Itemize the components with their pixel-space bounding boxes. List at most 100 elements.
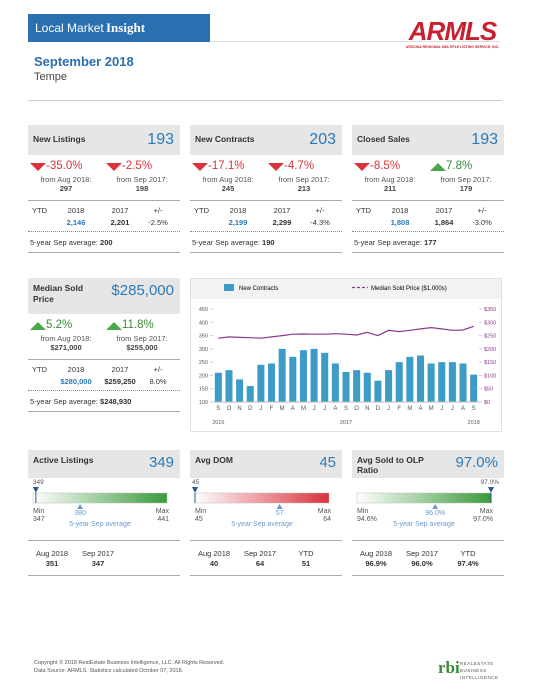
stats-box: Aug 2018 351 Sep 2017 347 xyxy=(28,540,180,576)
x-tick-label: S xyxy=(344,406,348,412)
x-tick-label: M xyxy=(407,406,412,412)
change-pct: 5.2% xyxy=(46,319,73,331)
bar xyxy=(342,371,350,402)
avg-marker xyxy=(77,504,84,509)
stat-card: Median Sold Price $285,000 5.2% from Aug 20… xyxy=(28,278,180,414)
change-base: 245 xyxy=(221,184,235,193)
legend-label: New Contracts xyxy=(239,286,278,292)
max-value: 64 xyxy=(323,516,331,523)
year-label: 2017 xyxy=(340,420,352,426)
change-pct: 7.8% xyxy=(446,160,473,172)
y2-tick-label: $200 xyxy=(484,347,496,353)
card-header xyxy=(352,450,504,478)
ytd-value: $259,250 xyxy=(104,377,136,386)
y-tick-label: 200 xyxy=(199,373,208,379)
bar xyxy=(395,362,403,402)
ytd-year: 2018 xyxy=(67,365,85,374)
avg-line: 5-year Sep average: $248,930 xyxy=(30,397,131,406)
y2-tick-label: $0 xyxy=(484,400,490,406)
card-header xyxy=(190,450,342,478)
change-base: 211 xyxy=(383,184,397,193)
ytd-value: 2,201 xyxy=(110,218,130,227)
arrow-down xyxy=(354,163,370,171)
ytd-year: 2017 xyxy=(111,365,129,374)
graphic xyxy=(30,322,46,330)
change-base: 213 xyxy=(297,184,311,193)
change-base: $255,000 xyxy=(126,343,158,352)
rule xyxy=(352,252,504,253)
x-tick-label: O xyxy=(354,406,359,412)
y-tick-label: 450 xyxy=(199,307,208,313)
bar xyxy=(470,374,478,402)
bar xyxy=(321,352,329,402)
header-rule xyxy=(210,41,500,42)
dotted-rule xyxy=(190,231,342,232)
min-label: Min xyxy=(357,508,368,515)
ytd-label: YTD xyxy=(194,206,209,215)
card-value: 349 xyxy=(148,454,174,471)
y-tick-label: 150 xyxy=(199,387,208,393)
gauge-card: Active Listings 349 xyxy=(28,450,180,530)
card-value: 203 xyxy=(309,131,336,148)
graphic: 100 150 200 250 300 350 400 450 $0 $50 $100 $150 $20… xyxy=(199,284,496,426)
card-value: $285,000 xyxy=(111,282,174,299)
stat-value: 64 xyxy=(255,559,265,568)
change-pct: -8.5% xyxy=(370,160,401,172)
x-tick-label: O xyxy=(227,406,232,412)
arrow-down xyxy=(192,163,208,171)
avg-label: 5-year Sep average xyxy=(393,521,455,528)
bar xyxy=(289,356,297,402)
arrow-up xyxy=(30,322,46,330)
legend-swatch xyxy=(224,284,234,291)
graphic xyxy=(268,163,284,171)
chart-box xyxy=(190,278,502,432)
max-value: 441 xyxy=(157,516,169,523)
x-tick-label: A xyxy=(291,406,295,412)
stat-label: YTD xyxy=(298,549,314,558)
logo: ARMLS xyxy=(408,16,497,46)
avg-value: 200 xyxy=(100,238,113,247)
change-from: from Sep 2017: xyxy=(116,334,168,343)
gauge-value: 97.0% xyxy=(481,479,500,486)
x-tick-label: N xyxy=(237,406,241,412)
change-from: from Aug 2018: xyxy=(40,334,92,343)
x-tick-label: M xyxy=(280,406,285,412)
change-pct: -17.1% xyxy=(208,160,245,172)
stat-card: New Listings 193 -35.0% from Aug 2018: 297 -2… xyxy=(28,125,180,255)
change-pct: -35.0% xyxy=(46,160,83,172)
avg-line: 5-year Sep average: 177 xyxy=(354,238,437,247)
y-tick-label: 400 xyxy=(199,320,208,326)
ytd-value: 2,146 xyxy=(66,218,86,227)
stat-value: 96.9% xyxy=(365,559,387,568)
footer-logo: rbi xyxy=(438,658,460,677)
min-label: Min xyxy=(195,508,206,515)
bar xyxy=(416,355,424,402)
bar xyxy=(438,362,446,402)
bar xyxy=(385,370,393,402)
bar xyxy=(427,363,435,402)
gauge-card: Avg Sold to OLP Ratio 97.0% xyxy=(352,450,504,530)
gauge-marker xyxy=(192,487,198,493)
gauge-marker xyxy=(488,487,494,493)
x-tick-label: N xyxy=(365,406,369,412)
min-value: 94.6% xyxy=(357,516,377,523)
year-label: 2016 xyxy=(212,420,224,426)
stat-card: Closed Sales 193 -8.5% from Aug 2018: 211 7.8… xyxy=(352,125,504,255)
card-value: 45 xyxy=(319,454,336,471)
change-base: 179 xyxy=(459,184,473,193)
y-tick-label: 100 xyxy=(199,400,208,406)
x-tick-label: M xyxy=(429,406,434,412)
card-value: 193 xyxy=(147,131,174,148)
stat-card: New Contracts 203 -17.1% from Aug 2018: 245 -… xyxy=(190,125,342,255)
arrow-down xyxy=(268,163,284,171)
x-tick-label: S xyxy=(472,406,476,412)
ytd-year: 2018 xyxy=(391,206,409,215)
bar xyxy=(236,379,244,402)
rule xyxy=(28,200,180,201)
gauge-marker xyxy=(32,487,39,493)
legend-label: Median Sold Price ($1,000s) xyxy=(371,286,447,292)
min-label: Min xyxy=(33,508,44,515)
change-from: from Aug 2018: xyxy=(202,175,254,184)
change-base: $271,000 xyxy=(50,343,82,352)
bar xyxy=(374,380,382,402)
